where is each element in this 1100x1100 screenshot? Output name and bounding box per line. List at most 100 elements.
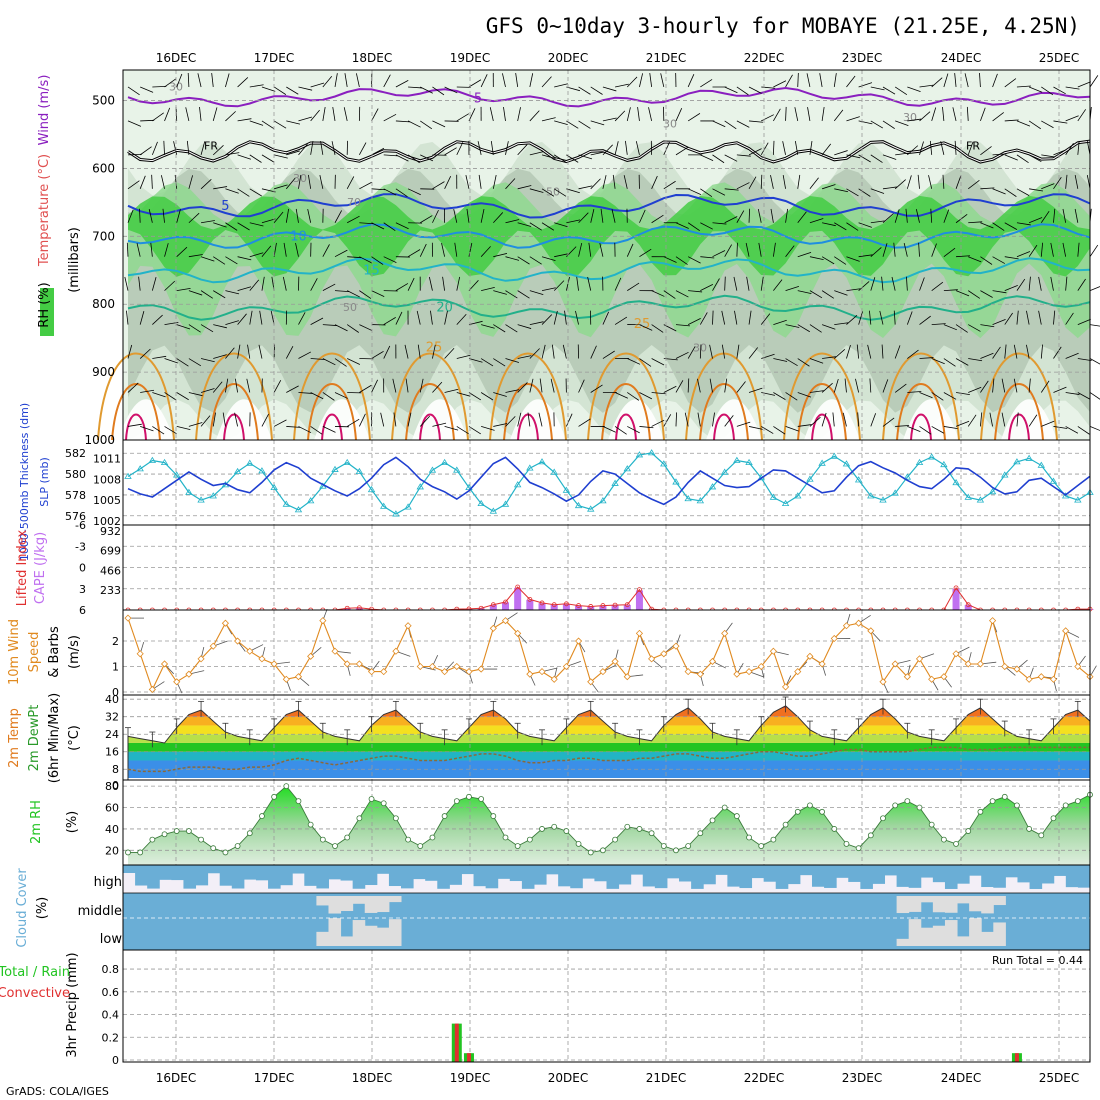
cloud-high-bar (207, 865, 221, 874)
wind-barb (1029, 188, 1044, 192)
wind-barb (663, 180, 676, 190)
wind-barb (648, 107, 653, 122)
wind-barb (359, 181, 372, 190)
cloud-high-bar (376, 865, 390, 874)
warm-contour-25-8 (882, 352, 960, 441)
wind-barb (541, 117, 556, 122)
wind-barb (1077, 81, 1091, 88)
cloud-high-bar (763, 865, 777, 882)
wind-barb (225, 256, 238, 265)
cloud-mid-clear (364, 896, 378, 913)
cape-bar (355, 607, 363, 610)
wind-barb (760, 174, 763, 189)
wind-barb (992, 290, 1007, 294)
wind-barb (480, 208, 485, 223)
wind10-point (611, 657, 619, 665)
wind-barb (1001, 412, 1006, 427)
wind10-point (648, 655, 656, 663)
wind-barb (261, 188, 276, 193)
wind10-point (489, 624, 497, 632)
slp-point (842, 460, 851, 467)
wind-barb (980, 107, 986, 122)
rh2m-point (283, 783, 290, 790)
cloud-high-bar (509, 865, 523, 882)
slp-title: SLP (mb) (38, 457, 51, 507)
wind-barb (688, 290, 703, 293)
wind-isotach-label: 5 (474, 92, 482, 107)
wind-barb (298, 174, 302, 189)
wind-barb (468, 320, 483, 325)
wind-barb (724, 216, 738, 224)
wind-barb (152, 426, 165, 435)
rh-tick-20: 20 (105, 844, 119, 857)
wind-barb (736, 242, 738, 257)
wind-barb (212, 107, 218, 122)
rh2m-point (916, 804, 923, 811)
wind10-point (708, 657, 717, 665)
wind-barb (188, 358, 202, 367)
cloud-low-clear (316, 931, 329, 946)
wind-barb (846, 75, 856, 88)
wind-barb (785, 358, 798, 367)
warm-contour-35-2 (321, 413, 343, 441)
wind-barb (529, 188, 544, 193)
rh2m-point (831, 826, 838, 832)
wind-barb (639, 209, 646, 223)
wind-barb (615, 83, 629, 88)
rh2m-point (344, 834, 351, 841)
cloud-high-bar (993, 865, 1006, 888)
wind-barb (286, 86, 299, 95)
slp-point (246, 459, 254, 466)
wind-barb (554, 120, 568, 126)
wind-barb (197, 73, 202, 88)
wind-barb (212, 412, 216, 427)
wind-barb (721, 344, 726, 359)
wind-barb (870, 413, 877, 427)
wind-barb (980, 412, 983, 427)
cloud-high-bar (570, 865, 583, 889)
slp-point (745, 458, 753, 465)
wind10-point (721, 629, 729, 637)
wind-barb (517, 144, 528, 156)
wind-barb (176, 426, 191, 431)
slp-point (392, 510, 400, 517)
wind-barb (541, 188, 555, 197)
wind-barb (760, 276, 764, 291)
wind10-point (550, 675, 558, 683)
wind-barb (407, 277, 415, 291)
wind-barb (600, 208, 604, 223)
wind-barb (785, 426, 799, 432)
slp-point (160, 458, 169, 465)
rh2m-point (612, 836, 618, 843)
wind-barb (773, 319, 787, 325)
cloud-mid-clear (328, 896, 342, 914)
wind-barb (967, 180, 980, 190)
slp-point (720, 468, 729, 475)
cloud-high-bar (425, 865, 438, 881)
wind-barb (1028, 120, 1041, 130)
wind-barb (246, 378, 251, 393)
wind-barb (541, 154, 556, 159)
wind-barb (651, 419, 665, 427)
wind-barb (407, 249, 421, 258)
wind-barb (529, 348, 540, 359)
wind-barb (1026, 310, 1030, 325)
profile-tick-1000: 1000 (84, 433, 115, 447)
wind-barb (152, 85, 167, 88)
warm-contour-25-7 (783, 352, 861, 441)
wind-barb (517, 290, 530, 299)
wind-barb (588, 242, 592, 257)
wind-barb (273, 211, 284, 224)
rh2m-point (1038, 832, 1045, 839)
wind-barb (164, 426, 177, 435)
wind10-point (428, 662, 436, 671)
slp-point (270, 483, 278, 491)
wind-barb (310, 392, 324, 400)
wind-barb (578, 86, 591, 95)
cloud-low-clear (340, 936, 354, 946)
wind-barb (140, 119, 155, 122)
wind-barb (1016, 412, 1019, 427)
wind-barb (249, 84, 264, 88)
wind-barb (1089, 358, 1100, 365)
li-point (515, 584, 521, 590)
